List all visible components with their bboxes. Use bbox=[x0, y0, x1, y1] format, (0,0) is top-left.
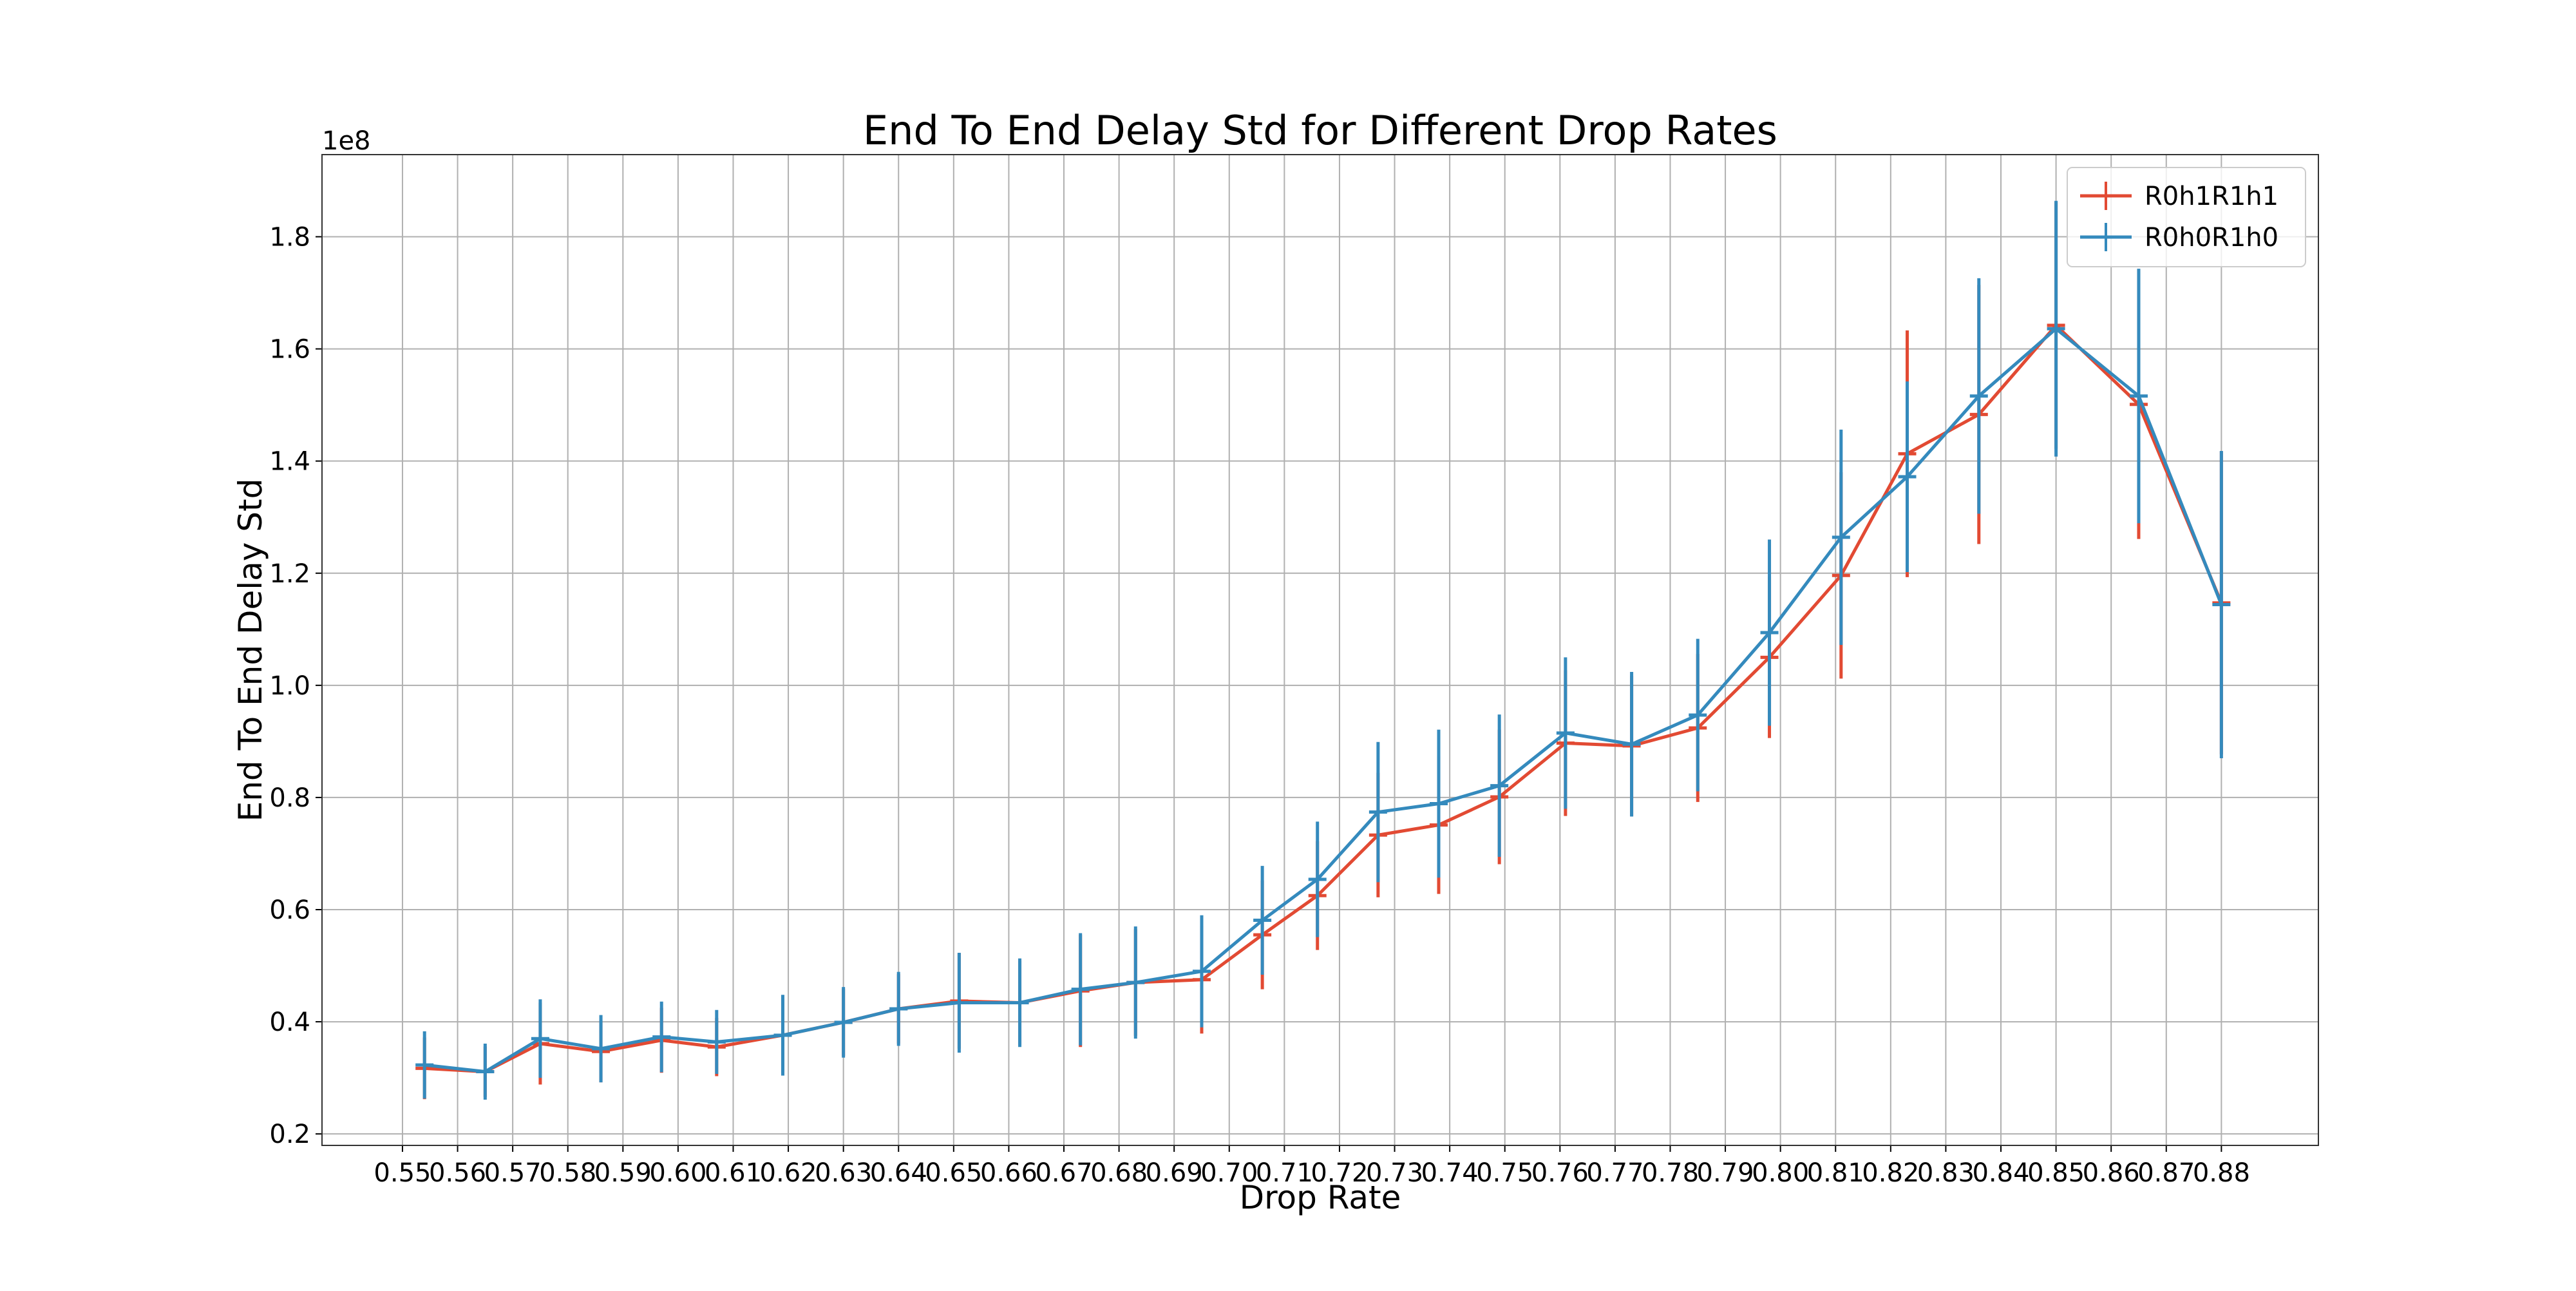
x-tick-label: 0.79 bbox=[1697, 1158, 1754, 1188]
x-tick-label: 0.78 bbox=[1642, 1158, 1699, 1188]
x-tick-label: 0.87 bbox=[2137, 1158, 2195, 1188]
x-tick-label: 0.83 bbox=[1917, 1158, 1975, 1188]
y-tick-label: 0.6 bbox=[269, 895, 310, 925]
x-tick-label: 0.68 bbox=[1090, 1158, 1148, 1188]
y-axis-label: End To End Delay Std bbox=[232, 479, 269, 822]
x-tick-label: 0.61 bbox=[705, 1158, 762, 1188]
chart-title: End To End Delay Std for Different Drop … bbox=[863, 107, 1777, 154]
x-tick-label: 0.62 bbox=[760, 1158, 817, 1188]
legend-box bbox=[2067, 167, 2306, 267]
x-tick-label: 0.80 bbox=[1752, 1158, 1809, 1188]
x-axis-label: Drop Rate bbox=[1240, 1179, 1401, 1216]
x-tick-label: 0.82 bbox=[1862, 1158, 1919, 1188]
x-tick-label: 0.88 bbox=[2193, 1158, 2250, 1188]
plot-frame bbox=[321, 154, 2319, 1146]
x-tick-label: 0.55 bbox=[374, 1158, 431, 1188]
y-tick-label: 0.4 bbox=[269, 1008, 310, 1037]
x-tick-label: 0.56 bbox=[429, 1158, 486, 1188]
y-tick-label: 1.2 bbox=[269, 559, 310, 589]
x-tick-label: 0.72 bbox=[1311, 1158, 1368, 1188]
y-tick-label: 0.2 bbox=[269, 1120, 310, 1149]
x-tick-label: 0.75 bbox=[1476, 1158, 1533, 1188]
y-tick-label: 1.6 bbox=[269, 335, 310, 365]
series bbox=[415, 200, 2231, 1100]
x-tick-label: 0.66 bbox=[980, 1158, 1037, 1188]
x-tick-label: 0.77 bbox=[1586, 1158, 1643, 1188]
x-tick-label: 0.60 bbox=[649, 1158, 706, 1188]
y-tick-label: 0.8 bbox=[269, 783, 310, 813]
x-tick-label: 0.69 bbox=[1146, 1158, 1203, 1188]
x-tick-label: 0.71 bbox=[1256, 1158, 1313, 1188]
y-tick-label: 1.4 bbox=[269, 447, 310, 477]
x-tick-label: 0.76 bbox=[1531, 1158, 1589, 1188]
x-tick-label: 0.63 bbox=[815, 1158, 872, 1188]
y-offset-label: 1e8 bbox=[322, 126, 371, 156]
legend-label: R0h1R1h1 bbox=[2145, 182, 2278, 211]
legend-label: R0h0R1h0 bbox=[2145, 223, 2278, 253]
x-tick-label: 0.74 bbox=[1421, 1158, 1479, 1188]
x-tick-label: 0.70 bbox=[1200, 1158, 1258, 1188]
x-tick-label: 0.58 bbox=[539, 1158, 596, 1188]
x-tick-label: 0.64 bbox=[870, 1158, 927, 1188]
x-tick-label: 0.57 bbox=[484, 1158, 542, 1188]
y-tick-label: 1.8 bbox=[269, 223, 310, 253]
x-tick-label: 0.67 bbox=[1035, 1158, 1092, 1188]
x-tick-label: 0.59 bbox=[594, 1158, 652, 1188]
y-tick-label: 1.0 bbox=[269, 671, 310, 701]
x-tick-label: 0.84 bbox=[1972, 1158, 2029, 1188]
x-tick-label: 0.85 bbox=[2027, 1158, 2085, 1188]
x-tick-label: 0.65 bbox=[925, 1158, 982, 1188]
x-tick-label: 0.86 bbox=[2083, 1158, 2140, 1188]
x-tick-label: 0.81 bbox=[1807, 1158, 1864, 1188]
x-tick-label: 0.73 bbox=[1366, 1158, 1423, 1188]
